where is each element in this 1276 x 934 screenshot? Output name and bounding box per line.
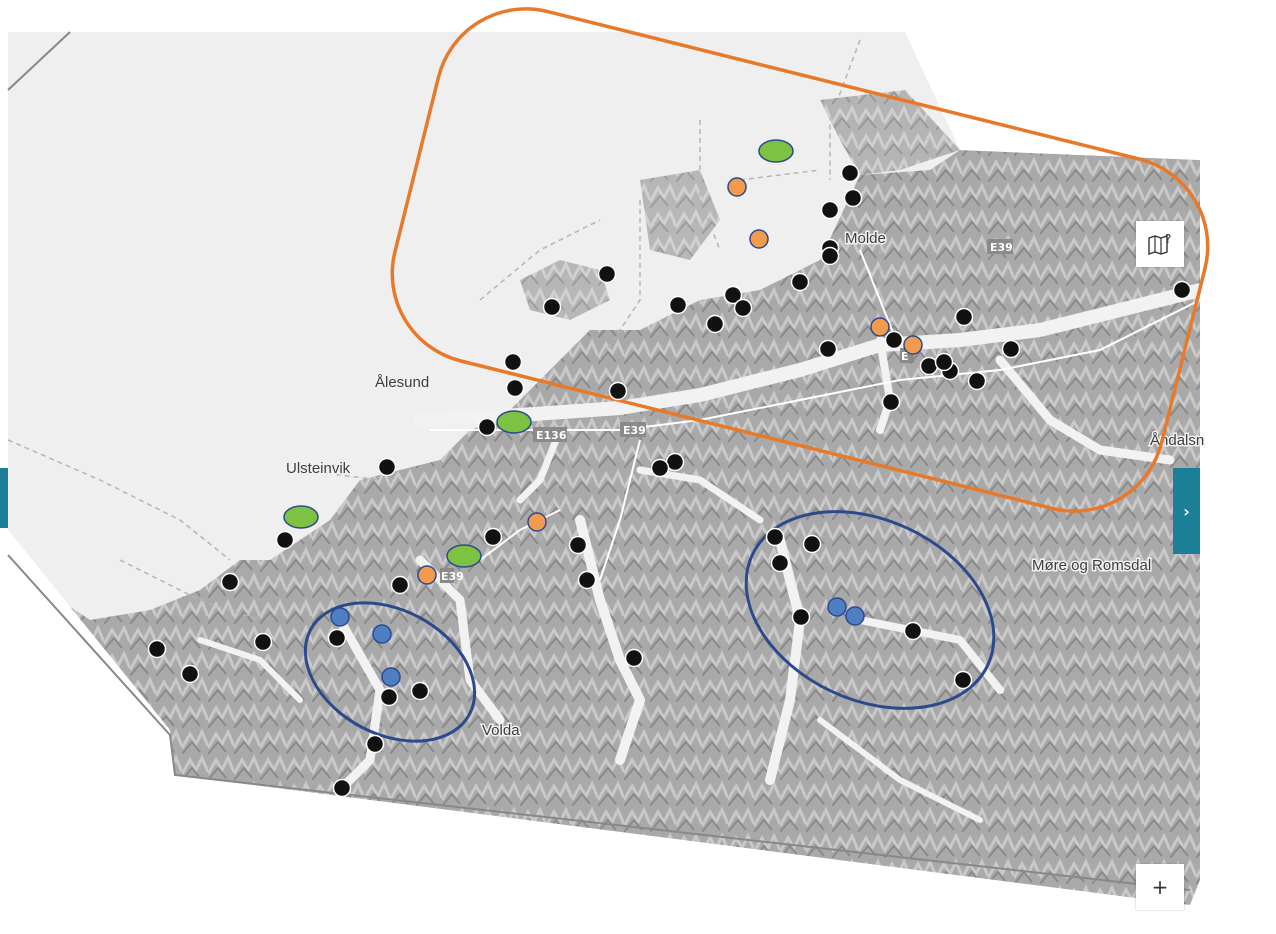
marker-green[interactable] xyxy=(758,139,794,163)
marker-blue[interactable] xyxy=(845,606,865,626)
marker-black[interactable] xyxy=(820,200,840,220)
svg-text:?: ? xyxy=(1165,232,1171,246)
marker-black[interactable] xyxy=(903,621,923,641)
marker-black[interactable] xyxy=(953,670,973,690)
marker-black[interactable] xyxy=(840,163,860,183)
label-region: Møre og Romsdal xyxy=(1032,557,1151,574)
marker-black[interactable] xyxy=(477,417,497,437)
marker-black[interactable] xyxy=(967,371,987,391)
marker-black[interactable] xyxy=(1172,280,1192,300)
highlight-region-north xyxy=(390,7,1210,513)
marker-black[interactable] xyxy=(723,285,743,305)
marker-black[interactable] xyxy=(881,392,901,412)
marker-black[interactable] xyxy=(483,527,503,547)
svg-text:E: E xyxy=(901,350,909,363)
marker-black[interactable] xyxy=(705,314,725,334)
label-alesund: Ålesund xyxy=(375,374,429,391)
marker-black[interactable] xyxy=(790,272,810,292)
marker-blue[interactable] xyxy=(330,607,350,627)
marker-black[interactable] xyxy=(843,188,863,208)
svg-text:E39: E39 xyxy=(990,241,1013,254)
marker-black[interactable] xyxy=(253,632,273,652)
marker-black[interactable] xyxy=(733,298,753,318)
marker-blue[interactable] xyxy=(381,667,401,687)
marker-black[interactable] xyxy=(818,339,838,359)
chevron-right-icon: › xyxy=(1183,501,1190,521)
marker-black[interactable] xyxy=(379,687,399,707)
map-question-icon: ? xyxy=(1148,232,1171,255)
road-shield-e136: E136 xyxy=(533,427,567,442)
marker-black[interactable] xyxy=(765,527,785,547)
road-shields: E136 E39 E39 E39 E xyxy=(440,239,1013,583)
markers-layer xyxy=(147,139,1192,798)
marker-black[interactable] xyxy=(770,553,790,573)
svg-text:E136: E136 xyxy=(536,429,567,442)
marker-black[interactable] xyxy=(390,575,410,595)
place-labels: Ålesund Molde Ulsteinvik Volda Åndalsn M… xyxy=(285,229,1206,741)
marker-orange[interactable] xyxy=(903,335,923,355)
marker-black[interactable] xyxy=(884,330,904,350)
label-ulsteinvik: Ulsteinvik xyxy=(286,460,351,477)
zoom-in-button[interactable]: + xyxy=(1136,864,1184,910)
marker-black[interactable] xyxy=(624,648,644,668)
marker-black[interactable] xyxy=(503,352,523,372)
marker-black[interactable] xyxy=(668,295,688,315)
marker-black[interactable] xyxy=(377,457,397,477)
road-shield-e39-c: E39 xyxy=(440,568,464,583)
marker-black[interactable] xyxy=(919,356,939,376)
label-molde: Molde xyxy=(845,230,886,247)
marker-black[interactable] xyxy=(577,570,597,590)
marker-orange[interactable] xyxy=(417,565,437,585)
marker-black[interactable] xyxy=(505,378,525,398)
ferry-routes xyxy=(8,39,891,621)
marker-green[interactable] xyxy=(283,505,319,529)
marker-black[interactable] xyxy=(650,458,670,478)
highlight-region-volda xyxy=(303,601,477,743)
marker-black[interactable] xyxy=(275,530,295,550)
marker-orange[interactable] xyxy=(727,177,747,197)
region-boundary-south xyxy=(7,554,1191,891)
marker-green[interactable] xyxy=(446,544,482,568)
marker-black[interactable] xyxy=(1001,339,1021,359)
highlight-region-east xyxy=(744,510,996,710)
label-andalsnes: Åndalsn xyxy=(1150,432,1204,449)
svg-text:E39: E39 xyxy=(441,570,464,583)
zoom-in-label: + xyxy=(1151,875,1169,899)
marker-orange[interactable] xyxy=(870,317,890,337)
marker-black[interactable] xyxy=(597,264,617,284)
marker-black[interactable] xyxy=(791,607,811,627)
marker-black[interactable] xyxy=(327,628,347,648)
marker-black[interactable] xyxy=(802,534,822,554)
marker-black[interactable] xyxy=(147,639,167,659)
marker-orange[interactable] xyxy=(749,229,769,249)
right-panel-toggle[interactable]: › xyxy=(1173,468,1200,554)
marker-black[interactable] xyxy=(934,352,954,372)
marker-black[interactable] xyxy=(608,381,628,401)
road-shield-e39-b: E39 xyxy=(987,239,1013,254)
svg-text:E39: E39 xyxy=(623,424,646,437)
marker-orange[interactable] xyxy=(527,512,547,532)
label-volda: Volda xyxy=(482,722,520,739)
marker-black[interactable] xyxy=(568,535,588,555)
marker-blue[interactable] xyxy=(372,624,392,644)
map-help-button[interactable]: ? xyxy=(1136,221,1184,267)
road-shield-e39-a: E39 xyxy=(620,422,646,437)
marker-black[interactable] xyxy=(332,778,352,798)
region-boundary xyxy=(7,31,71,91)
marker-black[interactable] xyxy=(180,664,200,684)
marker-black[interactable] xyxy=(365,734,385,754)
marker-black[interactable] xyxy=(954,307,974,327)
marker-black[interactable] xyxy=(542,297,562,317)
marker-black[interactable] xyxy=(220,572,240,592)
left-panel-toggle[interactable] xyxy=(0,468,8,528)
marker-black[interactable] xyxy=(820,246,840,266)
marker-green[interactable] xyxy=(496,410,532,434)
marker-black[interactable] xyxy=(410,681,430,701)
marker-blue[interactable] xyxy=(827,597,847,617)
